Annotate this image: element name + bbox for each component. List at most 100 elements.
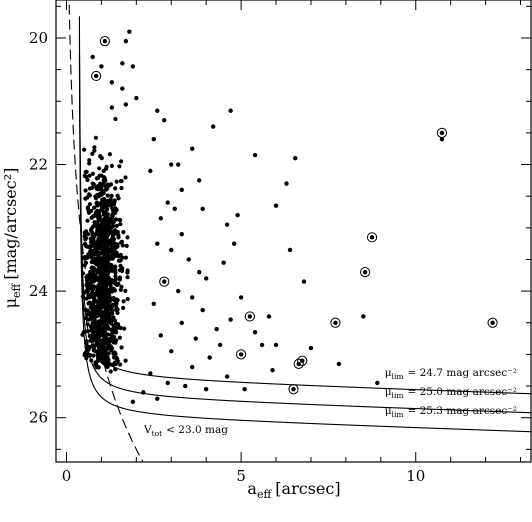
data-point xyxy=(119,239,124,244)
data-point xyxy=(119,284,124,289)
circled-point-ring xyxy=(288,384,299,395)
data-point xyxy=(86,274,91,279)
data-point xyxy=(98,307,103,312)
data-point xyxy=(95,342,100,348)
data-point xyxy=(83,260,89,266)
data-point xyxy=(112,198,117,203)
data-point xyxy=(114,338,119,343)
data-point xyxy=(99,342,104,347)
data-point xyxy=(116,235,121,240)
data-point xyxy=(109,163,114,168)
data-point xyxy=(115,242,120,247)
data-point xyxy=(439,137,445,142)
data-point xyxy=(190,364,195,370)
data-point xyxy=(97,224,102,229)
data-point xyxy=(94,312,99,318)
x-axis-label: aeff [arcsec] xyxy=(247,479,340,501)
data-point xyxy=(273,342,279,348)
data-point xyxy=(108,305,113,310)
data-point xyxy=(93,349,98,354)
data-point xyxy=(94,201,99,206)
data-point xyxy=(117,164,122,169)
data-point xyxy=(190,146,195,151)
data-point xyxy=(86,347,91,352)
data-point xyxy=(91,235,96,240)
data-point xyxy=(80,271,86,276)
data-point xyxy=(123,175,128,180)
data-point xyxy=(103,214,108,219)
data-point xyxy=(87,173,92,178)
data-point xyxy=(207,355,212,360)
data-point xyxy=(120,86,125,91)
data-point xyxy=(91,353,96,358)
data-point xyxy=(102,295,107,300)
data-point xyxy=(81,255,86,260)
data-point xyxy=(96,292,101,298)
data-point xyxy=(97,265,102,270)
data-point xyxy=(92,240,97,245)
data-point xyxy=(118,362,123,367)
data-point xyxy=(103,279,108,284)
data-point xyxy=(88,313,93,318)
data-point xyxy=(97,297,103,302)
data-point xyxy=(91,182,96,187)
data-point xyxy=(158,333,163,338)
data-point xyxy=(193,336,198,341)
data-point xyxy=(106,202,111,207)
data-point xyxy=(203,387,209,392)
data-point xyxy=(242,387,247,392)
y-tick-label: 22 xyxy=(29,156,48,174)
data-point xyxy=(89,358,94,363)
data-point xyxy=(84,316,89,321)
data-point xyxy=(169,247,174,253)
data-point xyxy=(361,314,366,319)
curve-label: μlim = 25.0 mag arcsec⁻² xyxy=(385,386,517,400)
data-point xyxy=(179,231,184,237)
limit-curves xyxy=(68,0,531,462)
circled-point-ring xyxy=(487,317,498,328)
data-point xyxy=(96,218,101,223)
data-point xyxy=(82,353,87,358)
data-point xyxy=(109,220,114,225)
data-point xyxy=(121,230,126,235)
data-point xyxy=(114,223,119,228)
data-point xyxy=(169,349,174,354)
data-point xyxy=(89,265,94,271)
data-point xyxy=(99,205,104,210)
data-point xyxy=(85,206,90,211)
data-point xyxy=(123,255,128,260)
data-point xyxy=(155,241,160,246)
data-point xyxy=(151,301,156,306)
data-point xyxy=(96,365,101,370)
data-point xyxy=(97,166,102,171)
data-point xyxy=(90,54,95,60)
data-point xyxy=(84,341,89,346)
data-point xyxy=(87,333,92,339)
data-point xyxy=(90,272,95,277)
data-point xyxy=(104,166,109,171)
data-point xyxy=(270,368,275,373)
data-point xyxy=(114,355,119,360)
data-point xyxy=(92,276,97,281)
circled-point-dot xyxy=(102,38,108,44)
circled-point-dot xyxy=(162,279,167,284)
data-point xyxy=(176,162,181,167)
data-point xyxy=(115,193,120,198)
data-point xyxy=(162,118,167,123)
data-point xyxy=(93,194,98,199)
data-point xyxy=(94,262,99,267)
circled-point-ring xyxy=(359,267,371,278)
data-point xyxy=(179,187,184,193)
data-point xyxy=(94,309,99,314)
data-point xyxy=(92,148,97,153)
circled-point-dot xyxy=(238,352,244,357)
data-point xyxy=(99,270,104,275)
data-point xyxy=(108,282,113,288)
data-point xyxy=(117,277,122,282)
data-point xyxy=(105,193,110,198)
data-point xyxy=(158,216,163,221)
data-point xyxy=(113,367,118,372)
circled-point-dot xyxy=(291,387,296,392)
data-point xyxy=(93,362,98,367)
data-point xyxy=(83,231,88,236)
